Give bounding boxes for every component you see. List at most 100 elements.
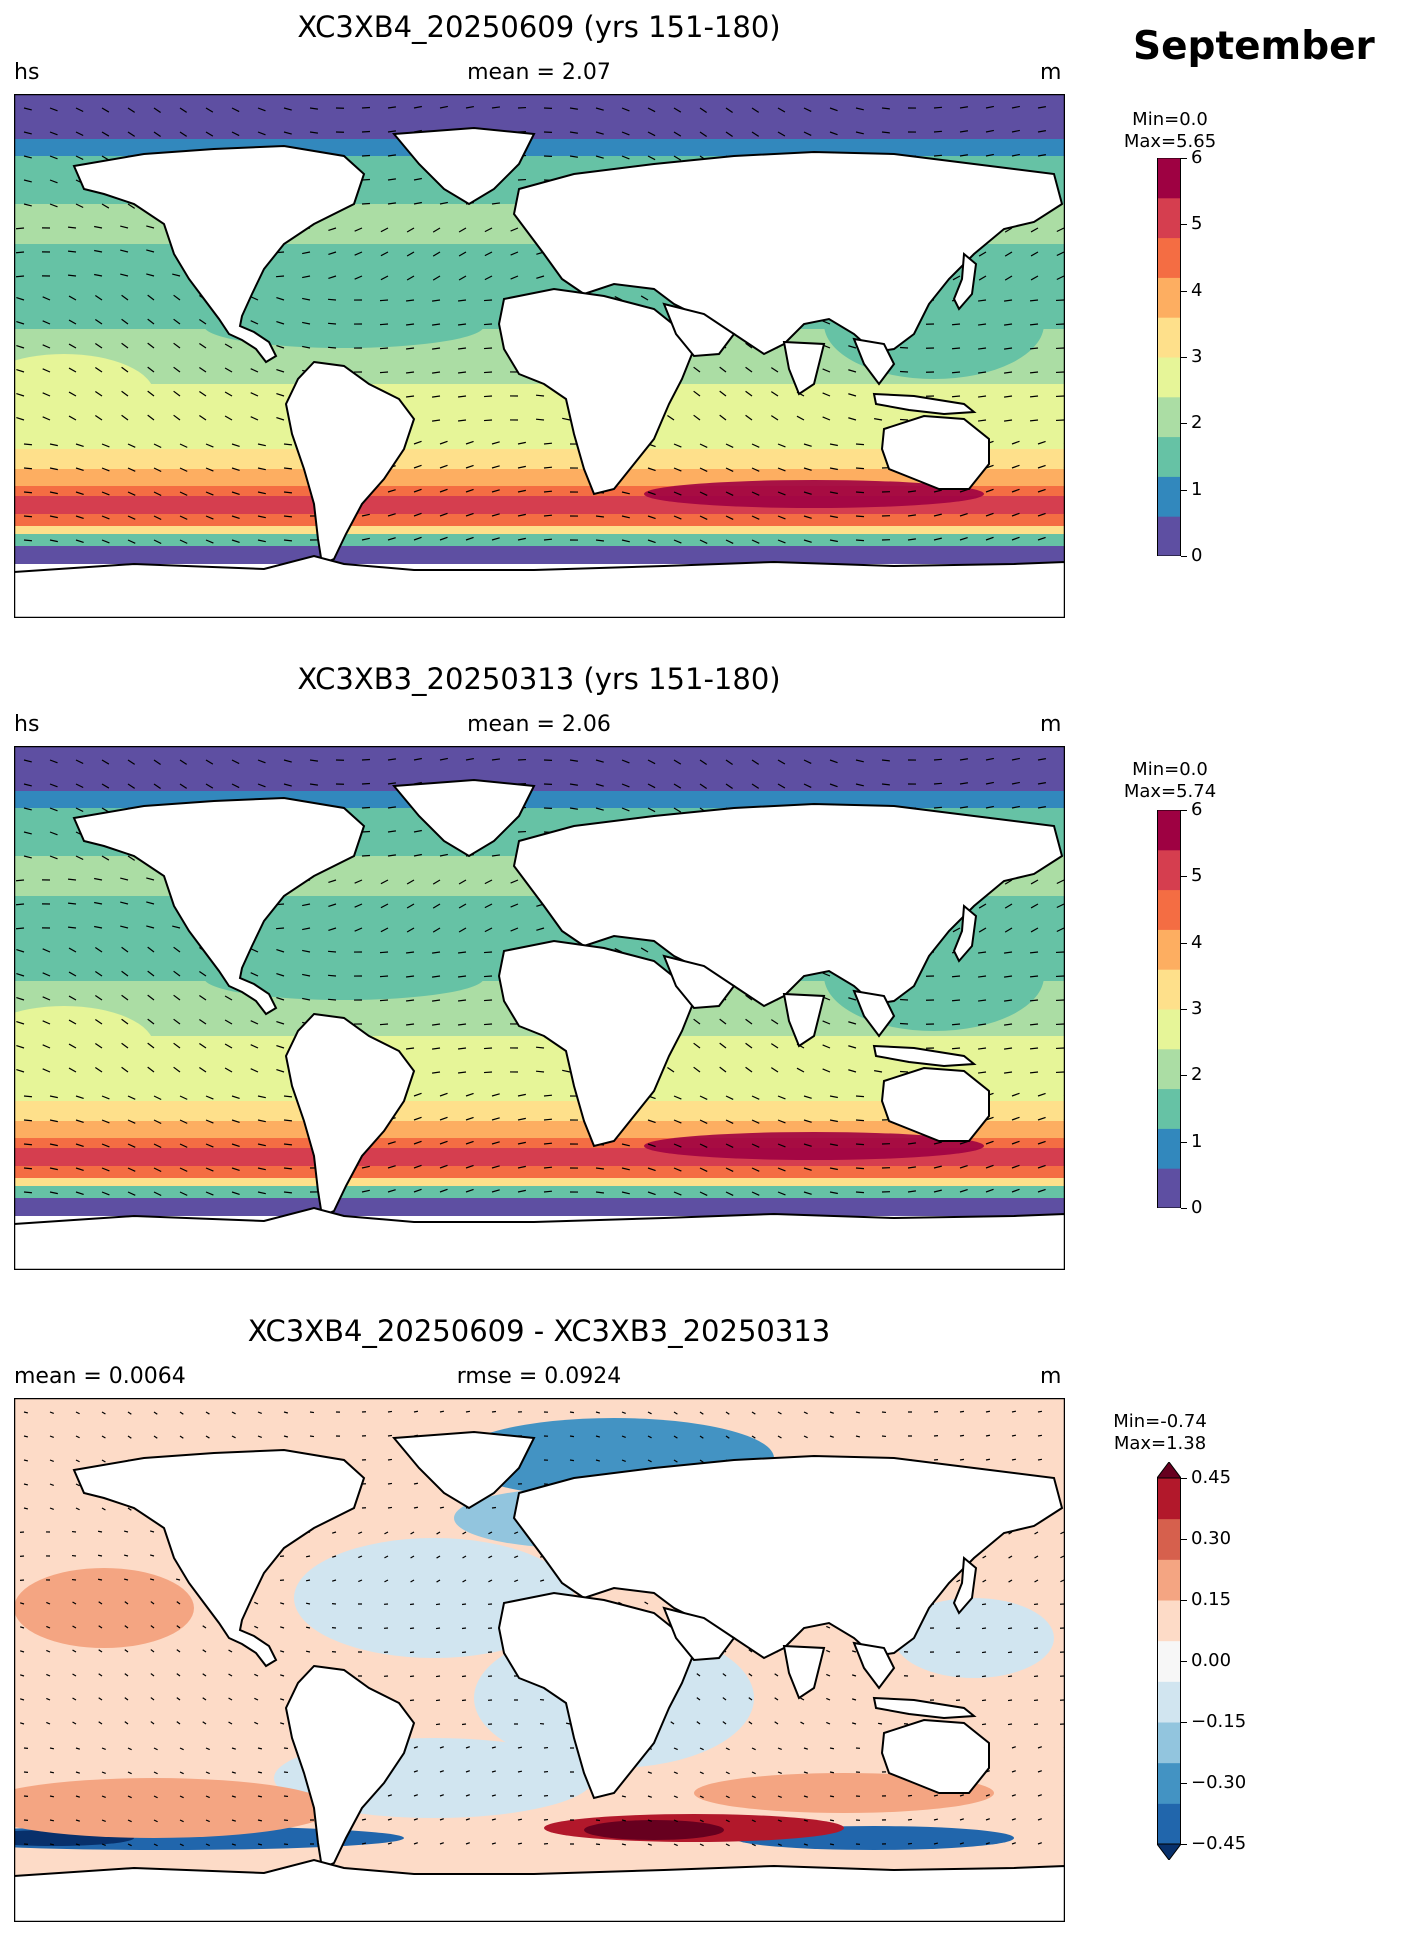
wave-direction-arrow: [384, 1555, 389, 1559]
wave-direction-arrow: [777, 1191, 786, 1196]
wave-direction-arrow: [829, 491, 838, 495]
wave-direction-arrow: [751, 539, 760, 544]
wave-direction-arrow: [257, 491, 266, 495]
wave-direction-arrow: [483, 347, 493, 350]
wave-direction-arrow: [483, 419, 493, 422]
wave-direction-arrow: [328, 927, 337, 932]
wave-direction-arrow: [431, 347, 441, 350]
wave-direction-arrow: [231, 1119, 240, 1124]
wave-direction-arrow: [231, 1143, 240, 1148]
wave-direction-arrow: [848, 1069, 857, 1073]
wave-direction-arrow: [23, 491, 33, 494]
wave-direction-arrow: [254, 1601, 259, 1605]
wave-direction-arrow: [722, 1721, 727, 1725]
wave-direction-arrow: [257, 1771, 263, 1774]
wave-direction-arrow: [121, 1042, 129, 1049]
wave-direction-arrow: [777, 443, 786, 448]
arabia: [662, 302, 736, 358]
wave-direction-arrow: [621, 515, 630, 519]
land: [14, 778, 1065, 1270]
wave-direction-arrow: [228, 1721, 233, 1725]
wave-direction-arrow: [543, 1190, 553, 1193]
wave-direction-arrow: [699, 1411, 704, 1415]
wave-direction-arrow: [1030, 927, 1039, 933]
wave-direction-arrow: [173, 342, 181, 349]
wave-direction-arrow: [951, 999, 961, 1002]
wave-direction-arrow: [745, 390, 753, 397]
wave-direction-arrow: [822, 320, 831, 325]
wave-direction-arrow: [517, 1794, 523, 1797]
wave-direction-arrow: [985, 757, 994, 761]
japan: [952, 903, 978, 963]
wave-direction-arrow: [826, 1721, 831, 1725]
wave-direction-arrow: [172, 925, 181, 929]
colorbar-tick-mark: [1181, 1478, 1187, 1479]
wave-direction-arrow: [23, 1483, 29, 1486]
wave-direction-arrow: [413, 1842, 418, 1845]
wave-direction-arrow: [959, 1434, 965, 1437]
wave-direction-arrow: [1004, 251, 1013, 257]
field-band: [14, 1198, 1065, 1216]
wave-direction-arrow: [75, 1143, 84, 1147]
wave-direction-arrow: [127, 443, 136, 448]
wave-direction-arrow: [543, 442, 553, 445]
wave-direction-arrow: [436, 1579, 441, 1583]
wave-direction-arrow: [147, 946, 155, 953]
colorbar-swatch: [1157, 969, 1181, 1010]
wave-direction-arrow: [150, 1625, 155, 1629]
wave-direction-arrow: [1011, 781, 1020, 785]
wave-direction-arrow: [431, 299, 441, 302]
wave-direction-arrow: [121, 366, 129, 373]
wave-direction-arrow: [985, 1434, 991, 1437]
wave-direction-arrow: [101, 855, 110, 861]
wave-direction-arrow: [205, 783, 214, 789]
wave-direction-arrow: [205, 1795, 210, 1799]
wave-direction-arrow: [491, 489, 500, 493]
wave-direction-arrow: [387, 1141, 396, 1145]
wave-direction-arrow: [410, 1555, 415, 1559]
wave-direction-arrow: [283, 759, 292, 763]
wave-direction-arrow: [693, 1042, 701, 1049]
wave-direction-arrow: [176, 1673, 181, 1677]
indonesia: [872, 1044, 977, 1068]
wave-direction-arrow: [673, 1459, 678, 1463]
wave-direction-arrow: [725, 1435, 730, 1439]
wave-direction-arrow: [413, 488, 422, 493]
colorbar-tick-mark: [1181, 876, 1187, 878]
wave-direction-arrow: [458, 903, 467, 909]
wave-direction-arrow: [777, 1167, 786, 1172]
colorbar-max-label: Max=1.38: [1113, 1433, 1207, 1454]
wave-direction-arrow: [777, 1819, 782, 1823]
wave-direction-arrow: [68, 947, 77, 953]
wave-direction-arrow: [826, 1649, 831, 1653]
wave-direction-arrow: [848, 1045, 857, 1049]
wave-direction-arrow: [20, 1650, 25, 1653]
wave-direction-arrow: [933, 1818, 939, 1821]
wave-direction-arrow: [855, 443, 865, 446]
wave-direction-arrow: [153, 515, 162, 521]
wave-direction-arrow: [309, 1411, 315, 1414]
wave-direction-arrow: [224, 391, 233, 397]
wave-direction-arrow: [127, 1119, 136, 1124]
wave-direction-arrow: [283, 783, 292, 787]
wave-direction-arrow: [147, 1042, 155, 1049]
wave-direction-arrow: [483, 1047, 493, 1050]
wave-direction-arrow: [933, 758, 943, 761]
wave-direction-arrow: [751, 1795, 756, 1799]
wave-direction-arrow: [1007, 1603, 1013, 1606]
wave-direction-arrow: [15, 927, 25, 930]
wave-direction-arrow: [774, 1697, 779, 1701]
wave-direction-arrow: [95, 995, 103, 1001]
wave-direction-arrow: [380, 927, 389, 933]
wave-direction-arrow: [770, 391, 779, 397]
wave-direction-arrow: [647, 1119, 656, 1124]
wave-direction-arrow: [361, 154, 371, 157]
wave-direction-arrow: [94, 925, 103, 929]
wave-direction-arrow: [595, 1167, 605, 1170]
wave-direction-arrow: [146, 249, 155, 253]
wave-direction-arrow: [621, 155, 630, 160]
wave-direction-arrow: [725, 783, 733, 790]
wave-direction-arrow: [699, 1843, 704, 1847]
wave-direction-arrow: [981, 1651, 987, 1654]
wave-direction-arrow: [153, 1843, 158, 1847]
